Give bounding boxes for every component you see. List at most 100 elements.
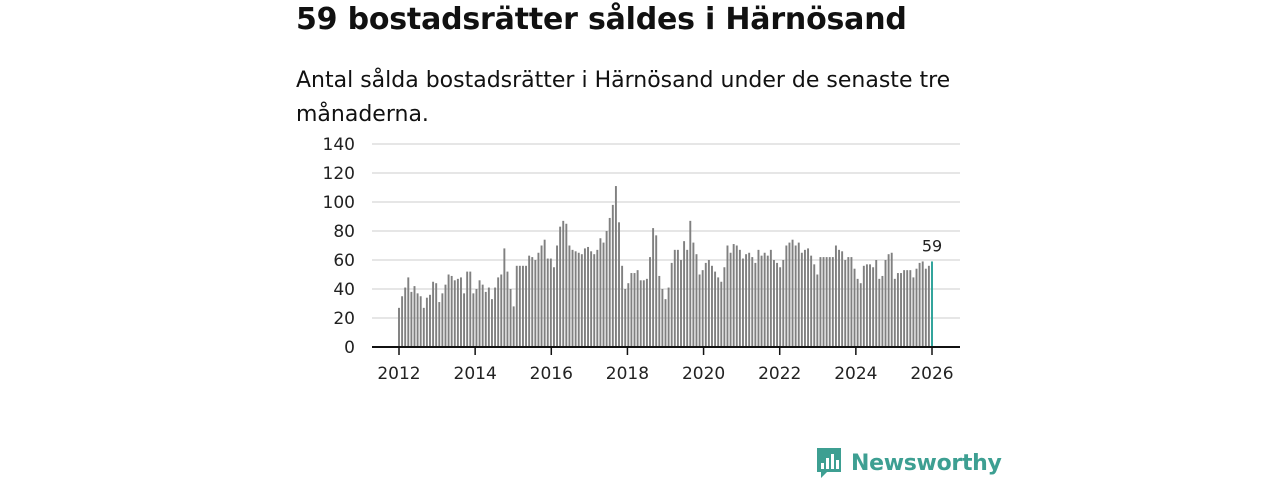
y-tick-label: 140 [323,135,355,155]
bar [788,242,791,347]
bar [596,249,599,347]
bar [763,252,766,347]
x-tick-label: 2024 [834,364,877,384]
bar [903,270,906,347]
bar [859,283,862,347]
bar [447,274,450,347]
bar [627,283,630,347]
y-tick-label: 100 [323,193,355,213]
bar [890,252,893,347]
bar [869,264,871,347]
bar [441,293,444,347]
bar [422,307,425,347]
x-tick-label: 2022 [758,364,801,384]
y-tick-label: 40 [333,280,355,300]
bar [577,252,580,347]
newsworthy-icon [817,448,841,478]
bar [614,186,617,347]
bar [456,278,459,347]
x-tick-label: 2016 [530,364,573,384]
x-tick-label: 2018 [606,364,649,384]
bar [630,273,633,347]
bar [546,258,549,347]
bar [828,257,831,347]
bar [649,257,651,347]
bar [450,275,453,347]
bar [401,296,404,347]
bar [661,289,664,347]
bar [552,267,555,347]
bar [593,254,596,347]
bar [531,257,534,347]
bar [636,270,639,347]
bar [413,286,416,347]
bar [757,249,760,347]
bar [834,245,837,347]
chart-subtitle: Antal sålda bostadsrätter i Härnösand un… [296,68,951,127]
bar [571,249,574,347]
bar [664,299,667,347]
bar [810,255,813,347]
bar [673,249,676,347]
bar [419,296,422,347]
bar [822,257,825,347]
bar [435,283,438,347]
bar [472,293,475,347]
bar [574,251,577,347]
bar [726,245,729,347]
bar [652,228,655,347]
bar [587,246,589,347]
bar [831,257,834,347]
bar [453,280,456,347]
bar [909,270,912,347]
bar [686,249,689,347]
bar [819,257,822,347]
bar [404,287,407,347]
bar [884,260,887,347]
bar [500,274,503,347]
bar [856,278,859,347]
bar [506,271,509,347]
bar [466,271,469,347]
brand-name: Newsworthy [851,450,1002,476]
bar [599,238,602,347]
bar [556,245,559,347]
bar [912,277,915,347]
bar [825,257,828,347]
bar [624,289,627,347]
bar [844,260,847,347]
bar [580,254,583,347]
bar [927,265,930,347]
bar [407,277,410,347]
bar [816,274,819,347]
bar [543,239,546,347]
x-tick-label: 2020 [682,364,725,384]
bar [683,241,686,347]
y-axis-ticks: 0 20 40 60 80 100 120 140 [323,135,355,358]
bar [689,220,692,347]
bar [484,291,487,347]
bar [611,204,614,347]
bar [540,245,543,347]
bar [503,248,506,347]
bar [906,270,909,347]
bar [900,273,902,347]
bar [658,275,661,347]
bar [698,274,701,347]
bar [463,293,466,347]
bar [639,280,642,347]
bar [602,242,605,347]
bar [887,254,890,347]
bar [729,252,732,347]
bar [807,248,810,347]
bar [491,299,493,347]
x-tick-label: 2014 [454,364,497,384]
bar [478,280,481,347]
bar [841,251,844,347]
bar [853,268,856,347]
y-tick-label: 120 [323,164,355,184]
bar [515,265,518,347]
bar [791,239,794,347]
bar [875,260,878,347]
